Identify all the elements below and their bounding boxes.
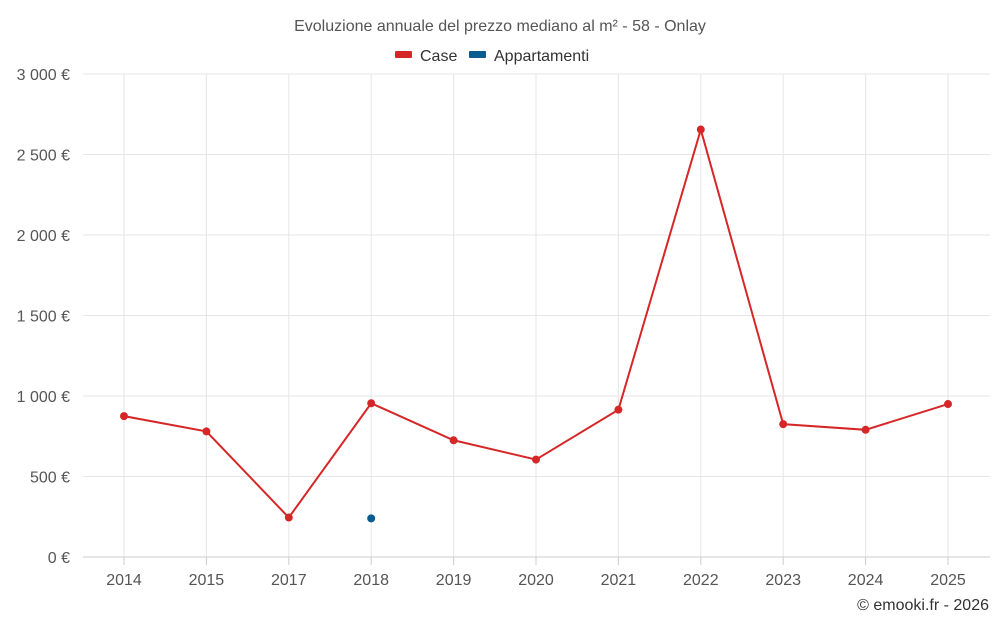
data-point-appartamenti[interactable]	[367, 514, 376, 523]
data-point-case[interactable]	[367, 399, 376, 408]
x-tick-label: 2014	[106, 572, 142, 589]
data-point-case[interactable]	[614, 405, 623, 414]
x-tick-label: 2018	[353, 572, 389, 589]
legend-label-case[interactable]: Case	[420, 48, 457, 65]
y-axis-labels: 0 € 500 € 1 000 € 1 500 € 2 000 € 2 500 € 3 00…	[17, 67, 70, 567]
y-tick-label: 0 €	[48, 550, 70, 567]
data-point-case[interactable]	[696, 125, 705, 134]
y-tick-label: 2 000 €	[17, 228, 70, 245]
x-tick-label: 2025	[930, 572, 966, 589]
x-tick-label: 2023	[765, 572, 801, 589]
data-point-case[interactable]	[449, 436, 458, 445]
x-tick-label: 2020	[518, 572, 554, 589]
series-group	[120, 125, 952, 523]
x-tick-label: 2017	[271, 572, 307, 589]
x-axis-labels: 2014 2015 2017 2018 2019 2020 2021 2022 2023 2024…	[106, 572, 966, 589]
legend: Case Appartamenti	[395, 48, 589, 65]
x-gridlines	[123, 74, 949, 565]
y-tick-label: 1 000 €	[17, 389, 70, 406]
y-tick-label: 1 500 €	[17, 309, 70, 326]
credit-text: © emooki.fr - 2026	[857, 597, 989, 614]
data-point-case[interactable]	[120, 412, 128, 421]
x-tick-label: 2024	[848, 572, 884, 589]
data-point-case[interactable]	[202, 427, 211, 436]
data-point-case[interactable]	[284, 513, 293, 522]
legend-swatch-case[interactable]	[395, 51, 412, 58]
data-point-case[interactable]	[944, 400, 952, 409]
x-tick-label: 2015	[189, 572, 225, 589]
legend-swatch-appartamenti[interactable]	[469, 51, 486, 58]
chart-title: Evoluzione annuale del prezzo mediano al…	[294, 18, 706, 35]
legend-label-appartamenti[interactable]: Appartamenti	[494, 48, 589, 65]
data-point-case[interactable]	[532, 455, 540, 464]
x-tick-label: 2022	[683, 572, 719, 589]
x-tick-label: 2019	[436, 572, 472, 589]
x-tick-label: 2021	[601, 572, 637, 589]
data-point-case[interactable]	[861, 425, 870, 434]
y-tick-label: 500 €	[30, 470, 70, 487]
y-tick-label: 2 500 €	[17, 148, 70, 165]
y-tick-label: 3 000 €	[17, 67, 70, 84]
data-point-case[interactable]	[779, 420, 788, 429]
